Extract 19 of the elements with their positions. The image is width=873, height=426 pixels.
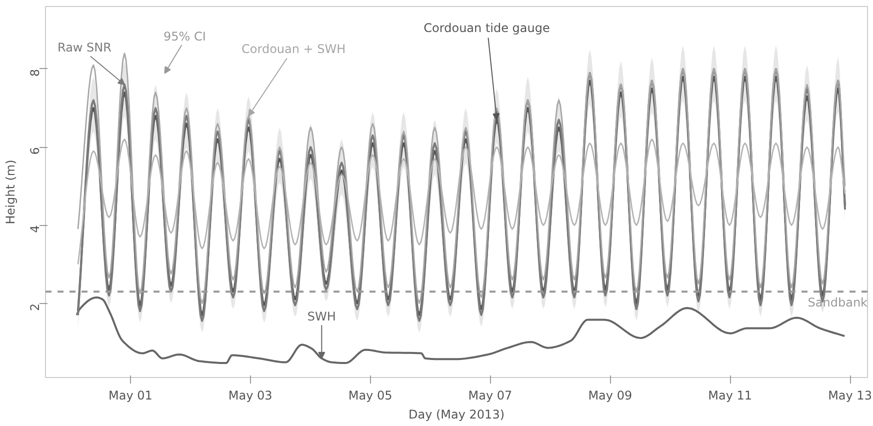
x-tick-label: May 01 xyxy=(108,388,152,402)
y-tick-label: 8 xyxy=(28,68,42,77)
y-tick-label: 6 xyxy=(28,147,42,155)
x-tick-label: May 03 xyxy=(228,388,272,402)
ref-line-label: Sandbank xyxy=(808,296,868,310)
x-axis-title: Day (May 2013) xyxy=(408,408,505,422)
x-tick-label: May 07 xyxy=(468,388,512,402)
text: Cordouan tide gauge xyxy=(424,20,550,35)
text: Cordouan + SWH xyxy=(242,42,346,56)
x-tick-label: May 05 xyxy=(348,388,392,402)
x-tick-label: May 09 xyxy=(588,388,632,402)
y-tick-label: 4 xyxy=(28,225,42,233)
annotation: 95% CI xyxy=(163,29,206,44)
y-axis-title: Height (m) xyxy=(4,160,18,224)
x-tick-label: May 11 xyxy=(708,388,752,402)
series-label: SWH xyxy=(307,309,336,324)
x-tick-label: May 13 xyxy=(828,388,872,402)
text: Raw SNR xyxy=(58,40,112,55)
y-tick-label: 2 xyxy=(28,303,42,311)
